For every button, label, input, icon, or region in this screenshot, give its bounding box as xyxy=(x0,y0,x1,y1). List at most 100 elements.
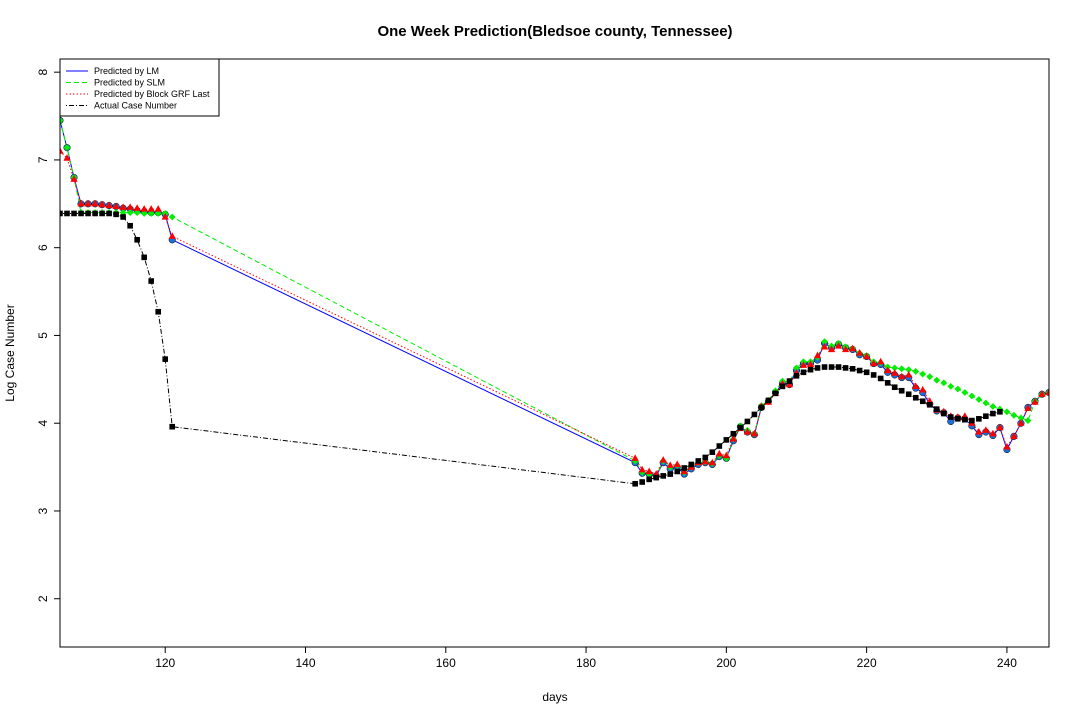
data-point xyxy=(729,435,737,442)
data-point xyxy=(60,210,63,217)
data-point xyxy=(155,308,161,315)
data-point xyxy=(898,365,906,373)
series-markers xyxy=(60,117,1049,480)
x-tick-label: 200 xyxy=(716,656,736,670)
series-markers xyxy=(60,210,1003,487)
data-point xyxy=(169,423,176,430)
data-point xyxy=(863,369,870,376)
legend-label: Predicted by LM xyxy=(94,66,159,76)
data-point xyxy=(120,214,126,220)
data-point xyxy=(919,385,927,393)
data-point xyxy=(821,364,828,370)
data-point xyxy=(813,351,822,359)
data-point xyxy=(133,209,141,216)
data-point xyxy=(154,210,162,217)
data-point xyxy=(800,369,807,376)
data-point xyxy=(989,403,997,410)
data-point xyxy=(660,473,667,479)
data-point xyxy=(78,210,84,217)
data-point xyxy=(639,479,645,485)
data-point xyxy=(71,210,77,217)
data-point xyxy=(969,417,975,424)
data-point xyxy=(849,344,857,352)
data-point xyxy=(758,404,765,411)
data-point xyxy=(975,427,983,435)
data-point xyxy=(632,480,638,487)
data-point xyxy=(785,380,794,388)
data-point xyxy=(793,373,800,379)
data-point xyxy=(849,365,856,372)
data-point xyxy=(912,382,920,389)
data-point xyxy=(722,451,730,459)
data-point xyxy=(912,368,920,375)
data-point xyxy=(750,429,759,437)
data-point xyxy=(1038,390,1046,397)
data-point xyxy=(968,392,976,400)
y-tick-label: 8 xyxy=(36,69,50,76)
data-point xyxy=(1003,442,1011,450)
data-point xyxy=(148,278,154,284)
data-point xyxy=(786,378,793,384)
data-point xyxy=(60,117,64,124)
data-point xyxy=(126,209,134,216)
x-tick-label: 140 xyxy=(295,656,315,670)
data-point xyxy=(975,396,983,403)
data-point xyxy=(638,468,646,476)
data-point xyxy=(834,341,843,349)
data-point xyxy=(996,423,1004,431)
series-markers xyxy=(60,147,1049,477)
data-point xyxy=(141,254,147,261)
data-point xyxy=(154,205,162,212)
data-point xyxy=(85,210,91,217)
data-point xyxy=(105,201,113,209)
y-axis-label: Log Case Number xyxy=(3,304,17,401)
chart-title: One Week Prediction(Bledsoe county, Tenn… xyxy=(377,23,732,40)
x-tick-label: 120 xyxy=(155,656,175,670)
data-point xyxy=(955,416,961,422)
x-tick-label: 180 xyxy=(576,656,596,670)
plot-frame xyxy=(59,58,1050,648)
data-point xyxy=(926,373,934,381)
data-point xyxy=(919,370,927,378)
series-line xyxy=(60,213,1001,485)
legend-label: Predicted by Block GRF Last xyxy=(94,89,210,99)
data-point xyxy=(631,454,639,461)
data-point xyxy=(63,154,71,161)
data-point xyxy=(814,365,821,371)
data-point xyxy=(983,413,989,419)
data-point xyxy=(940,410,947,417)
data-point xyxy=(961,389,969,396)
data-point xyxy=(982,426,990,433)
legend: Predicted by LM Predicted by SLMPredicted… xyxy=(59,58,220,117)
data-point xyxy=(743,427,751,435)
data-point xyxy=(877,357,885,365)
data-point xyxy=(919,398,926,405)
data-point xyxy=(64,210,70,217)
data-point xyxy=(990,410,996,417)
data-point xyxy=(701,457,709,465)
data-point xyxy=(1024,404,1032,411)
data-point xyxy=(674,468,681,475)
series-line xyxy=(60,150,1049,475)
data-point xyxy=(70,175,78,182)
data-point xyxy=(744,418,751,425)
data-point xyxy=(905,366,913,374)
data-point xyxy=(948,414,954,420)
data-point xyxy=(1045,388,1049,396)
data-point xyxy=(99,210,105,217)
data-point xyxy=(806,360,815,368)
data-point xyxy=(891,369,899,376)
data-point xyxy=(1024,417,1032,424)
data-point xyxy=(891,364,899,372)
data-point xyxy=(877,375,884,382)
data-point xyxy=(91,199,99,207)
y-tick-label: 3 xyxy=(36,507,50,514)
data-point xyxy=(765,397,772,404)
data-point xyxy=(63,144,71,152)
data-point xyxy=(898,387,905,394)
data-point xyxy=(688,461,695,468)
y-tick-label: 5 xyxy=(36,332,50,339)
data-point xyxy=(898,372,906,380)
data-point xyxy=(1003,408,1011,416)
